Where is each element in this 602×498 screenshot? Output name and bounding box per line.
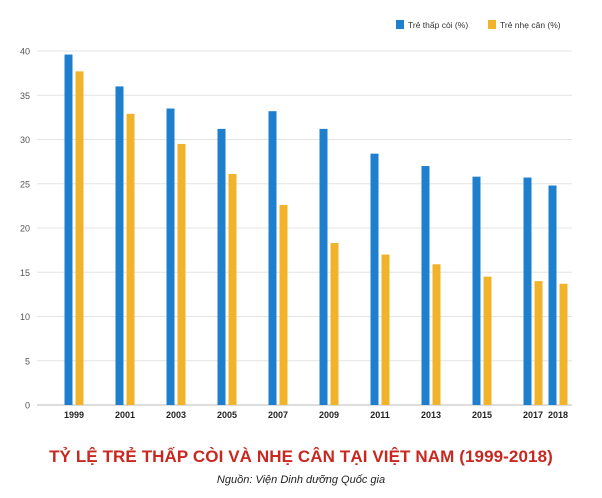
x-tick-label: 2015 <box>472 410 492 420</box>
legend-swatch <box>396 20 404 29</box>
bar-underweight-2017 <box>534 281 543 405</box>
x-tick-label: 2011 <box>370 410 390 420</box>
bar-underweight-2011 <box>381 254 390 405</box>
bar-stunting-2007 <box>268 111 277 406</box>
x-tick-label: 2009 <box>319 410 339 420</box>
legend-label: Trẻ thấp còi (%) <box>408 20 468 30</box>
bar-stunting-2015 <box>472 176 481 405</box>
y-tick-label: 10 <box>20 312 30 322</box>
bar-stunting-2001 <box>115 86 124 406</box>
bar-underweight-2015 <box>483 276 492 405</box>
bar-underweight-2005 <box>228 174 237 405</box>
bar-underweight-2003 <box>177 143 186 406</box>
bar-stunting-1999 <box>64 54 73 405</box>
bar-stunting-2017 <box>523 177 532 405</box>
bar-stunting-2003 <box>166 108 175 406</box>
chart-source: Nguồn: Viện Dinh dưỡng Quốc gia <box>216 474 386 486</box>
bar-stunting-2013 <box>421 166 430 405</box>
bar-underweight-2009 <box>330 243 339 405</box>
x-tick-label: 2003 <box>166 410 186 420</box>
y-tick-label: 20 <box>20 224 30 234</box>
chart-title: TỶ LỆ TRẺ THẤP CÒI VÀ NHẸ CÂN TẠI VIỆT N… <box>49 447 553 466</box>
bars <box>64 54 568 406</box>
x-tick-label: 2018 <box>548 410 568 420</box>
x-tick-label: 2001 <box>115 410 135 420</box>
legend-label: Trẻ nhẹ cân (%) <box>500 20 561 30</box>
x-tick-label: 2007 <box>268 410 288 420</box>
y-tick-label: 40 <box>20 47 30 57</box>
x-tick-label: 2017 <box>523 410 543 420</box>
bar-underweight-2001 <box>126 113 135 406</box>
bar-stunting-2009 <box>319 128 328 405</box>
y-tick-label: 25 <box>20 179 30 189</box>
bar-underweight-2018 <box>559 283 568 405</box>
x-tick-label: 2005 <box>217 410 237 420</box>
y-tick-label: 0 <box>25 401 30 411</box>
bar-underweight-1999 <box>75 71 84 405</box>
legend: Trẻ thấp còi (%) Trẻ nhẹ cân (%) <box>396 20 561 30</box>
x-tick-label: 1999 <box>64 410 84 420</box>
bar-stunting-2005 <box>217 128 226 405</box>
y-tick-label: 35 <box>20 91 30 101</box>
y-tick-label: 15 <box>20 268 30 278</box>
y-tick-label: 30 <box>20 135 30 145</box>
x-tick-label: 2013 <box>421 410 441 420</box>
bar-stunting-2018 <box>548 185 557 405</box>
bar-underweight-2007 <box>279 204 288 405</box>
legend-swatch <box>488 20 496 29</box>
y-tick-label: 5 <box>25 356 30 366</box>
grid-lines <box>37 50 572 362</box>
bar-underweight-2013 <box>432 264 441 405</box>
bar-stunting-2011 <box>370 153 379 405</box>
y-axis-tick-labels: 0 5 10 15 20 25 30 35 40 <box>20 47 30 411</box>
x-axis-tick-labels: 1999 2001 2003 2005 2007 2009 2011 2013 2015 2017… <box>64 410 568 420</box>
